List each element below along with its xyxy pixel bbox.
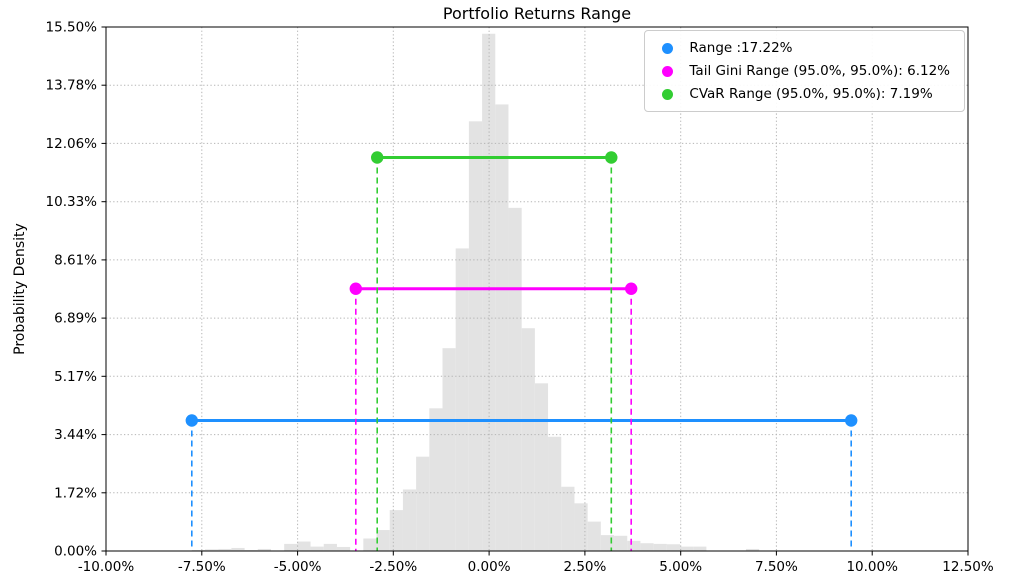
- hist-bar: [244, 549, 258, 551]
- hist-bar: [574, 503, 588, 551]
- x-tick-label: 0.00%: [468, 559, 511, 575]
- hist-bar: [693, 546, 707, 551]
- hist-bar: [534, 383, 549, 551]
- hist-bar: [495, 104, 509, 552]
- hist-bar: [363, 538, 377, 551]
- hist-bar: [455, 248, 469, 551]
- hist-bar: [231, 547, 245, 551]
- hist-bar: [310, 546, 324, 551]
- hist-bar: [587, 521, 601, 551]
- x-tick-label: -2.50%: [369, 559, 417, 575]
- legend-marker-range-icon: [662, 42, 674, 54]
- hist-bar: [653, 543, 667, 551]
- hist-bar: [205, 549, 219, 551]
- legend-item-range: Range :17.22%: [653, 40, 950, 56]
- x-tick-label: 10.00%: [846, 559, 898, 575]
- x-tick-label: 2.50%: [563, 559, 606, 575]
- y-tick-label: 12.06%: [46, 136, 98, 152]
- hist-bar: [323, 543, 337, 551]
- x-tick-label: -5.00%: [274, 559, 322, 575]
- hist-bar: [297, 541, 311, 551]
- x-tick-label: 12.50%: [942, 559, 994, 575]
- hist-bar: [468, 121, 483, 551]
- y-axis-label: Probability Density: [12, 223, 28, 355]
- y-tick-label: 3.44%: [54, 427, 97, 443]
- legend: Range :17.22% Tail Gini Range (95.0%, 95…: [644, 30, 965, 112]
- hist-bar: [666, 544, 680, 551]
- hist-bar: [548, 436, 562, 551]
- hist-bar: [218, 548, 232, 551]
- range-endpoint-dot: [185, 414, 198, 427]
- range-endpoint-dot: [625, 282, 638, 295]
- range-endpoint-dot: [605, 151, 618, 164]
- plot-border: [105, 26, 969, 552]
- y-tick-label: 6.89%: [54, 311, 97, 327]
- hist-bar: [376, 530, 390, 551]
- y-tick-label: 5.17%: [54, 369, 97, 385]
- legend-label-cvar: CVaR Range (95.0%, 95.0%): 7.19%: [689, 86, 933, 102]
- range-endpoint-dot: [371, 151, 384, 164]
- hist-bar: [442, 348, 456, 551]
- hist-bar: [561, 486, 575, 551]
- x-tick-label: -10.00%: [78, 559, 135, 575]
- legend-marker-tail-gini-icon: [662, 65, 674, 77]
- y-tick-label: 1.72%: [54, 485, 97, 501]
- legend-item-tail-gini-range: Tail Gini Range (95.0%, 95.0%): 6.12%: [653, 63, 950, 79]
- range-endpoint-dot: [349, 282, 362, 295]
- hist-bar: [614, 535, 628, 551]
- y-tick-label: 8.61%: [54, 252, 97, 268]
- hist-bar: [284, 543, 298, 551]
- range-endpoint-dot: [845, 414, 858, 427]
- hist-bar: [429, 408, 443, 551]
- y-tick-label: 0.00%: [54, 544, 97, 560]
- y-tick-label: 13.78%: [46, 78, 98, 94]
- y-tick-label: 10.33%: [46, 194, 98, 210]
- hist-bar: [416, 456, 430, 551]
- hist-bar: [745, 548, 760, 551]
- legend-marker-cvar-icon: [662, 88, 674, 100]
- hist-bar: [680, 546, 694, 551]
- legend-item-cvar-range: CVaR Range (95.0%, 95.0%): 7.19%: [653, 86, 950, 102]
- x-tick-label: 7.50%: [755, 559, 798, 575]
- hist-bar: [191, 549, 206, 551]
- x-tick-label: -7.50%: [178, 559, 226, 575]
- hist-bar: [508, 207, 522, 552]
- hist-bar: [389, 510, 403, 551]
- hist-bar: [640, 543, 654, 551]
- hist-bar: [257, 548, 271, 551]
- hist-bar: [627, 540, 641, 551]
- hist-bar: [402, 489, 417, 551]
- chart-title: Portfolio Returns Range: [442, 4, 632, 23]
- legend-label-tail-gini: Tail Gini Range (95.0%, 95.0%): 6.12%: [689, 63, 950, 79]
- hist-bar: [521, 328, 535, 551]
- hist-bar: [336, 546, 351, 551]
- x-tick-label: 5.00%: [659, 559, 702, 575]
- legend-label-range: Range :17.22%: [689, 40, 793, 56]
- y-tick-label: 15.50%: [46, 20, 98, 36]
